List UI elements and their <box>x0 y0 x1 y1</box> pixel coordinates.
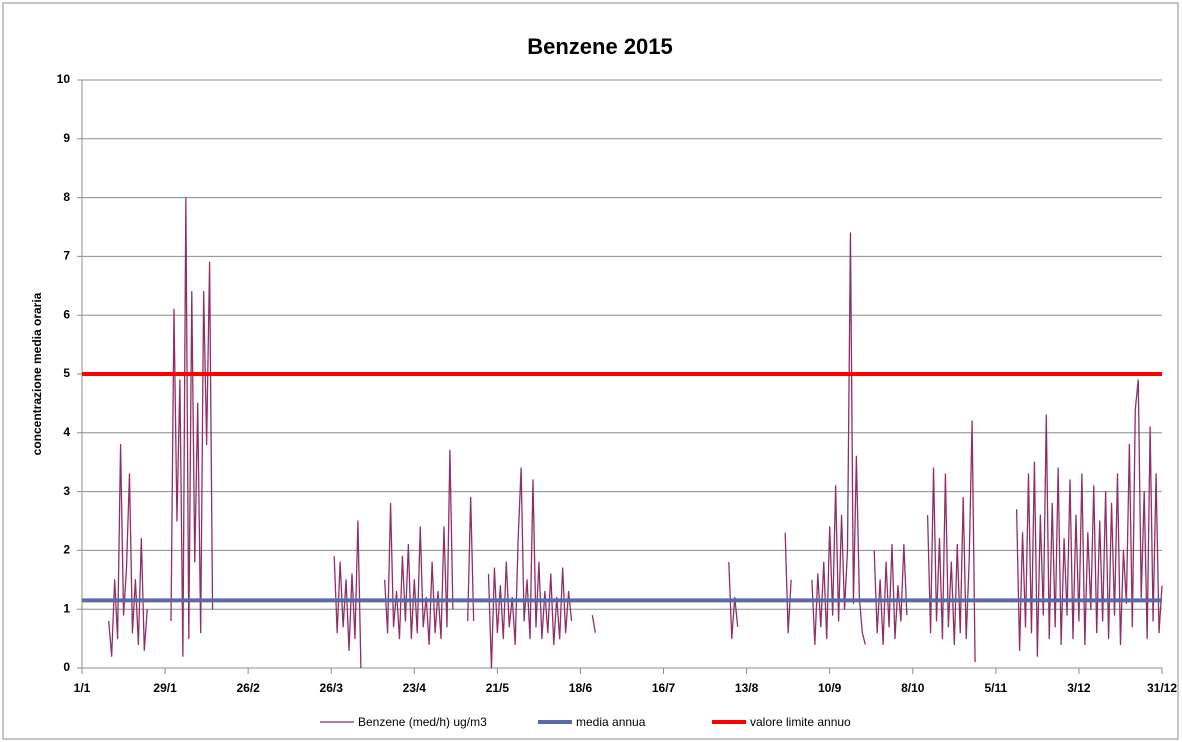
y-tick-label: 0 <box>63 660 70 674</box>
x-tick-label: 13/8 <box>735 681 759 695</box>
y-tick-label: 7 <box>63 249 70 263</box>
legend-label: valore limite annuo <box>750 715 851 729</box>
y-tick-label: 10 <box>57 72 71 86</box>
x-tick-label: 1/1 <box>74 681 91 695</box>
y-tick-label: 2 <box>63 543 70 557</box>
y-tick-label: 5 <box>63 366 70 380</box>
y-tick-label: 4 <box>63 425 70 439</box>
x-tick-label: 10/9 <box>818 681 842 695</box>
x-tick-label: 26/2 <box>236 681 260 695</box>
chart-title: Benzene 2015 <box>527 34 673 59</box>
x-tick-label: 29/1 <box>153 681 177 695</box>
x-tick-label: 26/3 <box>320 681 344 695</box>
x-tick-label: 21/5 <box>486 681 510 695</box>
legend-label: media annua <box>576 715 646 729</box>
y-tick-label: 8 <box>63 190 70 204</box>
x-tick-label: 31/12 <box>1147 681 1177 695</box>
x-tick-label: 16/7 <box>652 681 676 695</box>
series-line <box>108 196 1163 669</box>
x-tick-label: 3/12 <box>1067 681 1091 695</box>
x-tick-label: 8/10 <box>901 681 925 695</box>
y-tick-label: 3 <box>63 484 70 498</box>
y-tick-label: 9 <box>63 131 70 145</box>
x-tick-label: 23/4 <box>403 681 427 695</box>
x-tick-label: 5/11 <box>984 681 1007 695</box>
legend-label: Benzene (med/h) ug/m3 <box>358 715 487 729</box>
y-axis-label: concentrazione media oraria <box>30 292 44 455</box>
x-tick-label: 18/6 <box>569 681 593 695</box>
y-tick-label: 1 <box>63 601 70 615</box>
y-tick-label: 6 <box>63 307 70 321</box>
